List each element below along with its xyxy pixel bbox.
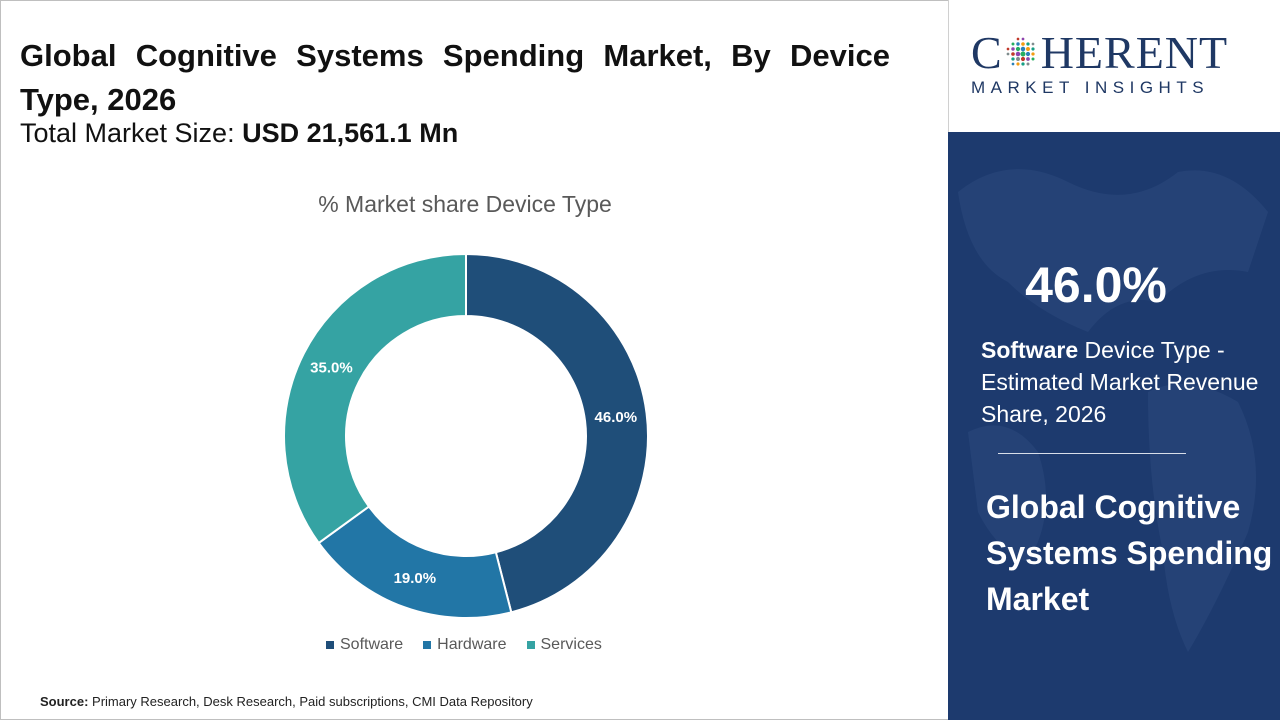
data-label-services: 35.0% bbox=[310, 359, 353, 376]
source-label: Source: bbox=[40, 694, 89, 709]
segment-description: Device Type - Estimated Market Revenue S… bbox=[981, 337, 1259, 427]
segment-name: Software bbox=[981, 337, 1079, 363]
legend-label: Hardware bbox=[437, 636, 507, 653]
data-label-hardware: 19.0% bbox=[394, 570, 437, 587]
donut-slice-services bbox=[283, 252, 467, 545]
logo-area: C HERENT MARKET INSIGHTS bbox=[948, 0, 1280, 132]
legend-swatch bbox=[526, 641, 535, 649]
chart-title: % Market share Device Type bbox=[318, 191, 612, 217]
source-text: Primary Research, Desk Research, Paid su… bbox=[92, 694, 533, 709]
highlight-value: 46.0% bbox=[1025, 257, 1167, 313]
brand-name-part2: HERENT bbox=[1040, 27, 1229, 78]
market-size-value: USD 21,561.1 Mn bbox=[242, 118, 459, 148]
legend-label: Services bbox=[540, 636, 602, 653]
source-note: Source: Primary Research, Desk Research,… bbox=[40, 694, 533, 709]
side-panel: C HERENT MARKET INSIGHTS 46.0% Software D… bbox=[948, 0, 1280, 720]
highlight-panel: 46.0% Software Device Type - Estimated M… bbox=[948, 132, 1280, 720]
donut-slice-software bbox=[465, 252, 649, 614]
brand-name-part1: C bbox=[971, 27, 1003, 78]
market-name: Global Cognitive Systems Spending Market bbox=[986, 489, 1273, 617]
world-map-background bbox=[958, 169, 1268, 652]
page-title: Global Cognitive Systems Spending Market… bbox=[20, 38, 890, 117]
donut-chart: 46.0% 19.0% 35.0% bbox=[283, 252, 649, 619]
legend-swatch bbox=[423, 641, 432, 649]
chart-legend: Software Hardware Services bbox=[326, 636, 602, 654]
market-size: Total Market Size: USD 21,561.1 Mn bbox=[20, 118, 458, 149]
donut-slice-hardware bbox=[317, 505, 513, 619]
market-size-label: Total Market Size: bbox=[20, 118, 235, 148]
brand-logo: C HERENT bbox=[971, 26, 1228, 79]
legend-item-services: Services bbox=[526, 636, 602, 654]
legend-item-hardware: Hardware bbox=[423, 636, 507, 654]
brand-tagline: MARKET INSIGHTS bbox=[971, 78, 1210, 97]
data-label-software: 46.0% bbox=[595, 409, 638, 426]
legend-swatch bbox=[326, 641, 334, 649]
highlight-description: Software Device Type - Estimated Market … bbox=[981, 334, 1277, 430]
globe-dots-icon bbox=[1006, 37, 1035, 66]
divider-line bbox=[998, 453, 1186, 454]
legend-item-software: Software bbox=[326, 636, 403, 654]
legend-label: Software bbox=[340, 636, 404, 653]
chart-section: Global Cognitive Systems Spending Market… bbox=[20, 38, 890, 709]
